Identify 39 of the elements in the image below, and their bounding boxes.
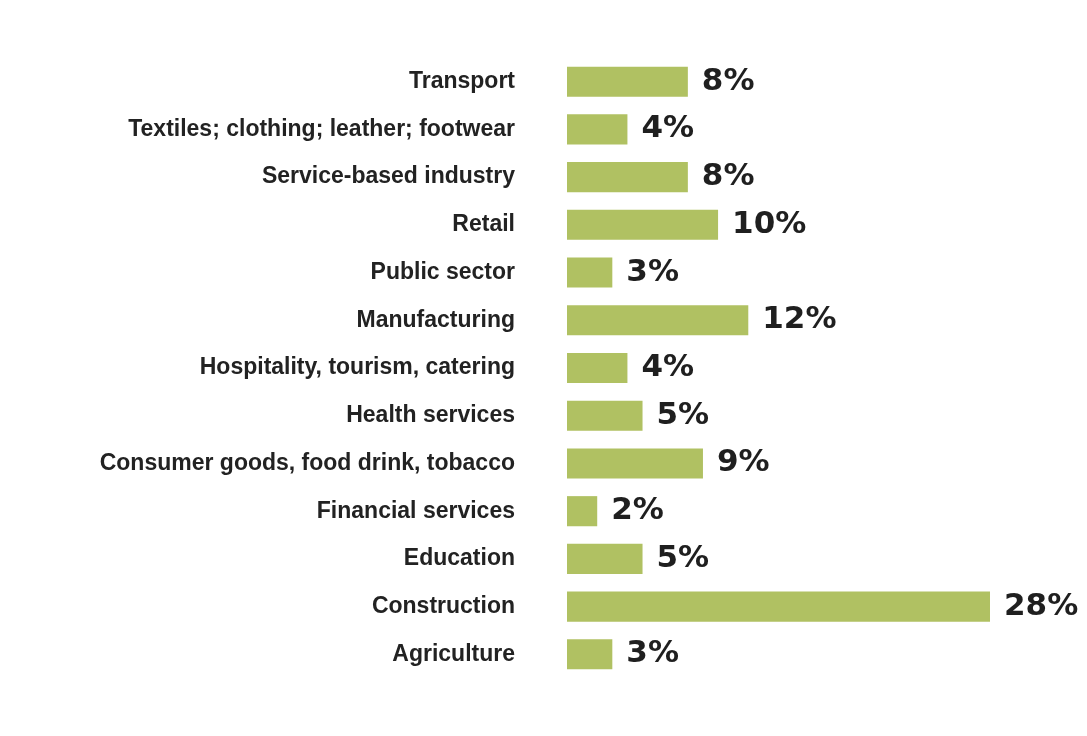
y-tick-label: Education [403, 544, 515, 571]
y-tick-label: Construction [371, 591, 515, 618]
y-tick-label: Hospitality, tourism, catering [199, 353, 515, 380]
y-tick-label: Service-based industry [261, 162, 516, 189]
bar [567, 496, 598, 527]
data-label: 12% [762, 299, 837, 336]
data-label: 28% [1004, 585, 1079, 622]
y-tick-label: Manufacturing [356, 305, 515, 332]
y-tick-label: Textiles; clothing; leather; footwear [128, 114, 516, 141]
data-label: 10% [732, 203, 807, 240]
data-label: 3% [626, 633, 679, 670]
data-label: 4% [641, 347, 695, 384]
data-label: 2% [611, 490, 664, 527]
bar [567, 305, 749, 336]
bar [567, 257, 613, 288]
data-label: 4% [641, 108, 695, 145]
bar [567, 162, 688, 193]
bar [567, 400, 643, 431]
bar [567, 114, 628, 145]
bar [567, 448, 703, 479]
y-tick-label: Retail [452, 210, 515, 237]
data-label: 5% [656, 394, 710, 431]
y-tick-label: Health services [346, 401, 515, 428]
y-tick-label: Public sector [370, 257, 516, 284]
bar [567, 66, 688, 97]
bar [567, 591, 990, 622]
data-label: 8% [701, 156, 755, 193]
y-tick-label: Consumer goods, food drink, tobacco [99, 448, 515, 475]
data-label: 8% [701, 60, 755, 97]
bar [567, 543, 643, 574]
bar [567, 209, 719, 240]
data-label: 3% [626, 251, 679, 288]
y-tick-label: Transport [408, 67, 516, 94]
data-label: 9% [716, 442, 770, 479]
y-tick-label: Financial services [316, 496, 515, 523]
y-tick-label: Agriculture [392, 639, 515, 666]
data-label: 5% [656, 537, 710, 574]
bar [567, 352, 628, 384]
bar [567, 639, 613, 670]
